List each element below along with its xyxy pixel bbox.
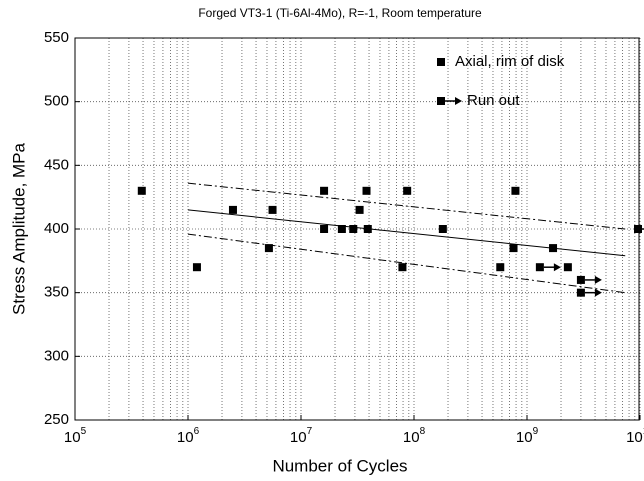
marker-square (549, 244, 558, 253)
y-tick-label: 350 (44, 284, 69, 301)
x-tick-base: 10 (403, 429, 420, 446)
marker-square (349, 225, 358, 233)
chart-title: Forged VT3-1 (Ti-6Al-4Mo), R=-1, Room te… (198, 6, 482, 20)
legend-label: Axial, rim of disk (455, 53, 565, 70)
x-tick-exponent: 8 (420, 426, 426, 437)
data-point (403, 186, 412, 195)
runout-point (437, 97, 462, 105)
runout-point (576, 288, 602, 297)
marker-square (268, 205, 277, 214)
marker-square (437, 97, 445, 105)
data-point (362, 186, 371, 195)
runout-point (535, 263, 561, 272)
y-tick-label: 450 (44, 156, 69, 173)
x-tick-exponent: 9 (533, 426, 539, 437)
data-point (437, 58, 445, 66)
marker-arrow-head (553, 263, 561, 272)
marker-square (320, 186, 329, 195)
marker-square (563, 263, 572, 272)
data-point (511, 186, 520, 195)
marker-square (496, 263, 505, 272)
x-tick-label: 106 (177, 426, 200, 446)
fit-line (187, 182, 626, 230)
marker-square (576, 275, 585, 284)
x-tick-base: 10 (290, 429, 307, 446)
data-point (355, 205, 364, 214)
data-point (192, 263, 201, 272)
x-tick-base: 10 (64, 429, 81, 446)
marker-square (320, 225, 329, 233)
data-point (509, 244, 518, 253)
y-tick-label: 550 (44, 29, 69, 46)
fit-line (187, 233, 626, 294)
data-point (337, 225, 346, 233)
x-tick-label: 1010 (626, 426, 644, 446)
marker-square (576, 288, 585, 297)
marker-square (355, 205, 364, 214)
y-tick-label: 400 (44, 220, 69, 237)
marker-square (398, 263, 407, 272)
data-point (264, 244, 273, 253)
x-axis-title: Number of Cycles (272, 456, 407, 475)
legend-label: Run out (467, 92, 520, 109)
y-tick-label: 250 (44, 411, 69, 428)
x-tick-exponent: 6 (194, 426, 200, 437)
runout-point (576, 275, 602, 284)
data-point (349, 225, 358, 233)
data-point (268, 205, 277, 214)
marker-square (535, 263, 544, 272)
x-tick-label: 108 (403, 426, 426, 446)
x-tick-exponent: 5 (81, 426, 87, 437)
marker-square (437, 58, 445, 66)
x-tick-exponent: 7 (307, 426, 313, 437)
x-tick-base: 10 (177, 429, 194, 446)
marker-square (363, 225, 372, 233)
marker-square (438, 225, 447, 233)
y-tick-label: 300 (44, 347, 69, 364)
x-tick-label: 105 (64, 426, 87, 446)
marker-square (511, 186, 520, 195)
x-tick-base: 10 (626, 429, 643, 446)
marker-square (137, 186, 146, 195)
marker-square (509, 244, 518, 253)
marker-square (633, 225, 642, 233)
x-tick-label: 107 (290, 426, 313, 446)
y-axis-title: Stress Amplitude, MPa (9, 142, 28, 315)
marker-square (403, 186, 412, 195)
marker-square (228, 205, 237, 214)
marker-arrow-head (594, 275, 602, 284)
x-tick-exponent: 10 (643, 426, 644, 437)
marker-arrow-head (594, 288, 602, 297)
x-tick-base: 10 (516, 429, 533, 446)
data-point (496, 263, 505, 272)
marker-arrow-head (455, 97, 462, 105)
y-tick-label: 500 (44, 93, 69, 110)
data-point (320, 186, 329, 195)
marker-square (337, 225, 346, 233)
data-point (549, 244, 558, 253)
marker-square (192, 263, 201, 272)
x-tick-label: 109 (516, 426, 539, 446)
marker-square (362, 186, 371, 195)
data-point (398, 263, 407, 272)
data-point (228, 205, 237, 214)
data-point (320, 225, 329, 233)
marker-square (264, 244, 273, 253)
data-point (438, 225, 447, 233)
runout-point (633, 225, 644, 233)
data-point (363, 225, 372, 233)
data-point (137, 186, 146, 195)
fit-line (187, 209, 626, 257)
data-point (563, 263, 572, 272)
